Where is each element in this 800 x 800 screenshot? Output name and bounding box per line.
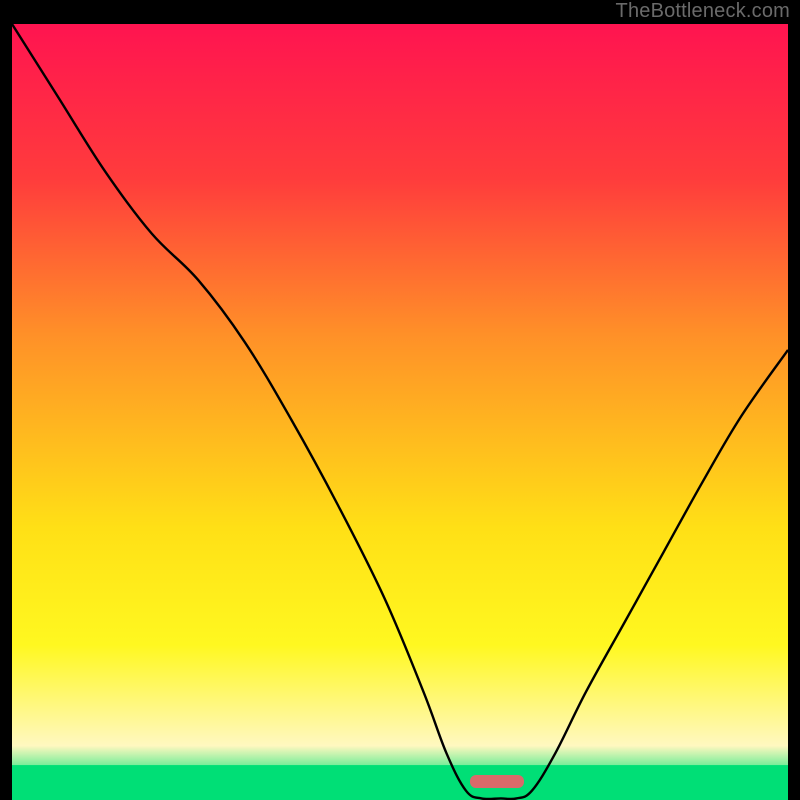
bottleneck-curve	[12, 24, 788, 800]
plot-area	[12, 24, 788, 788]
chart-frame: TheBottleneck.com	[0, 0, 800, 800]
watermark-text: TheBottleneck.com	[616, 0, 790, 23]
optimum-marker	[470, 775, 524, 788]
